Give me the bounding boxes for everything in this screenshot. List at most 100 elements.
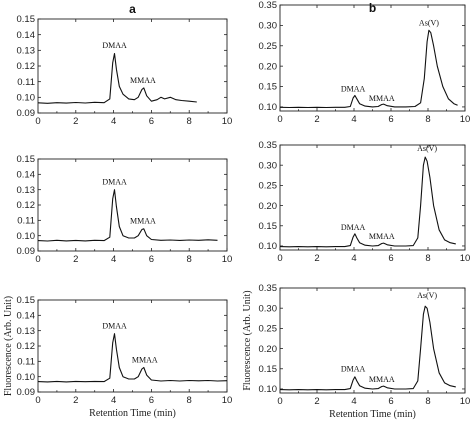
- x-tick-label: 8: [187, 116, 192, 127]
- y-tick-label: 0.15: [17, 295, 36, 306]
- y-tick-label: 0.12: [17, 200, 36, 211]
- x-tick-label: 0: [277, 114, 282, 125]
- x-tick-label: 2: [314, 114, 319, 125]
- x-tick-label: 6: [388, 253, 393, 264]
- y-tick-label: 0.20: [259, 61, 278, 72]
- x-tick-label: 6: [149, 116, 154, 127]
- y-tick-label: 0.15: [259, 364, 278, 375]
- plot-frame: [37, 299, 228, 393]
- peak-label: MMAA: [369, 94, 395, 103]
- peak-label: MMAA: [130, 76, 156, 85]
- peak-label: MMAA: [132, 355, 158, 364]
- y-tick-label: 0.14: [17, 30, 36, 41]
- y-tick-label: 0.20: [259, 344, 278, 355]
- x-tick-label: 10: [222, 116, 233, 127]
- peak-label: DMAA: [341, 365, 366, 374]
- y-axis-label: Fluorescence (Arb. Unit): [242, 290, 253, 390]
- y-tick-label: 0.12: [17, 341, 36, 352]
- y-tick-label: 0.15: [17, 14, 36, 25]
- peak-label: DMAA: [102, 177, 127, 186]
- x-tick-label: 4: [351, 253, 356, 264]
- x-axis-label: Retention Time (min): [329, 409, 416, 420]
- chromatogram-trace-a1: [37, 52, 197, 104]
- x-tick-label: 8: [425, 253, 430, 264]
- y-tick-label: 0.13: [17, 185, 36, 196]
- x-tick-label: 0: [277, 253, 282, 264]
- y-tick-label: 0.35: [259, 140, 278, 151]
- peak-label: As(V): [419, 18, 439, 27]
- y-tick-label: 0.25: [259, 324, 278, 335]
- x-tick-label: 0: [35, 116, 40, 127]
- y-tick-label: 0.09: [17, 108, 36, 119]
- y-tick-label: 0.14: [17, 170, 36, 181]
- peak-label: DMAA: [341, 223, 366, 232]
- y-tick-label: 0.11: [17, 216, 35, 227]
- y-tick-label: 0.11: [17, 77, 35, 88]
- y-tick-label: 0.15: [259, 221, 278, 232]
- y-tick-label: 0.10: [17, 372, 36, 383]
- x-tick-label: 6: [149, 395, 154, 406]
- chromatogram-trace-b2: [279, 156, 456, 248]
- x-tick-label: 6: [388, 396, 393, 407]
- peak-label: DMAA: [102, 321, 127, 330]
- peak-label: MMAA: [369, 232, 395, 241]
- y-tick-label: 0.20: [259, 201, 278, 212]
- chart-panel-a1: 0 2 4 6 8 10 0.09 0.10 0.11 0.12 0.13 0.14 0.15 DMAA M…: [17, 2, 233, 127]
- y-tick-label: 0.15: [17, 154, 36, 165]
- y-tick-label: 0.09: [17, 246, 36, 257]
- x-tick-label: 4: [111, 254, 116, 265]
- y-tick-label: 0.14: [17, 311, 36, 322]
- x-tick-label: 2: [73, 395, 78, 406]
- y-tick-label: 0.35: [259, 283, 278, 294]
- x-tick-label: 6: [149, 254, 154, 265]
- x-tick-label: 4: [111, 395, 116, 406]
- panel-letter: a: [129, 2, 136, 16]
- x-tick-label: 8: [187, 395, 192, 406]
- x-tick-label: 2: [73, 254, 78, 265]
- y-tick-label: 0.30: [259, 160, 278, 171]
- x-tick-label: 2: [73, 116, 78, 127]
- x-axis-label: Retention Time (min): [89, 408, 176, 419]
- x-tick-label: 10: [460, 114, 471, 125]
- y-tick-label: 0.30: [259, 21, 278, 32]
- y-tick-label: 0.10: [259, 102, 278, 113]
- x-tick-label: 0: [35, 254, 40, 265]
- panel-letter: b: [369, 1, 376, 15]
- y-tick-label: 0.15: [259, 82, 278, 93]
- y-tick-label: 0.13: [17, 46, 36, 57]
- y-tick-label: 0.10: [259, 384, 278, 395]
- x-tick-label: 8: [425, 114, 430, 125]
- chromatogram-trace-a2: [37, 189, 218, 242]
- y-tick-label: 0.13: [17, 326, 36, 337]
- peak-label: As(V): [417, 291, 437, 300]
- y-tick-label: 0.10: [17, 93, 36, 104]
- y-tick-label: 0.11: [17, 357, 35, 368]
- peak-label: As(V): [417, 144, 437, 153]
- x-tick-label: 10: [222, 254, 233, 265]
- y-tick-label: 0.35: [259, 0, 278, 11]
- y-tick-label: 0.10: [17, 231, 36, 242]
- peak-label: DMAA: [341, 84, 366, 93]
- x-tick-label: 4: [111, 116, 116, 127]
- y-tick-label: 0.09: [17, 387, 36, 398]
- x-tick-label: 4: [351, 396, 356, 407]
- x-tick-label: 10: [460, 396, 471, 407]
- y-axis-label: Fluorescence (Arb. Unit): [3, 296, 14, 396]
- y-tick-label: 0.10: [259, 241, 278, 252]
- y-tick-label: 0.30: [259, 303, 278, 314]
- x-tick-label: 10: [460, 253, 471, 264]
- x-tick-label: 10: [222, 395, 233, 406]
- x-tick-label: 8: [187, 254, 192, 265]
- y-tick-label: 0.25: [259, 181, 278, 192]
- x-tick-label: 2: [314, 396, 319, 407]
- chromatogram-trace-a3: [37, 333, 228, 383]
- x-tick-label: 6: [388, 114, 393, 125]
- plot-frame: [37, 158, 228, 252]
- chart-panel-a3: 0 2 4 6 8 10 0.09 0.10 0.11 0.12 0.13 0.14 0.15 DMAA M…: [3, 295, 232, 419]
- chromatogram-trace-b1: [279, 29, 458, 109]
- chromatogram-trace-b3: [279, 305, 456, 391]
